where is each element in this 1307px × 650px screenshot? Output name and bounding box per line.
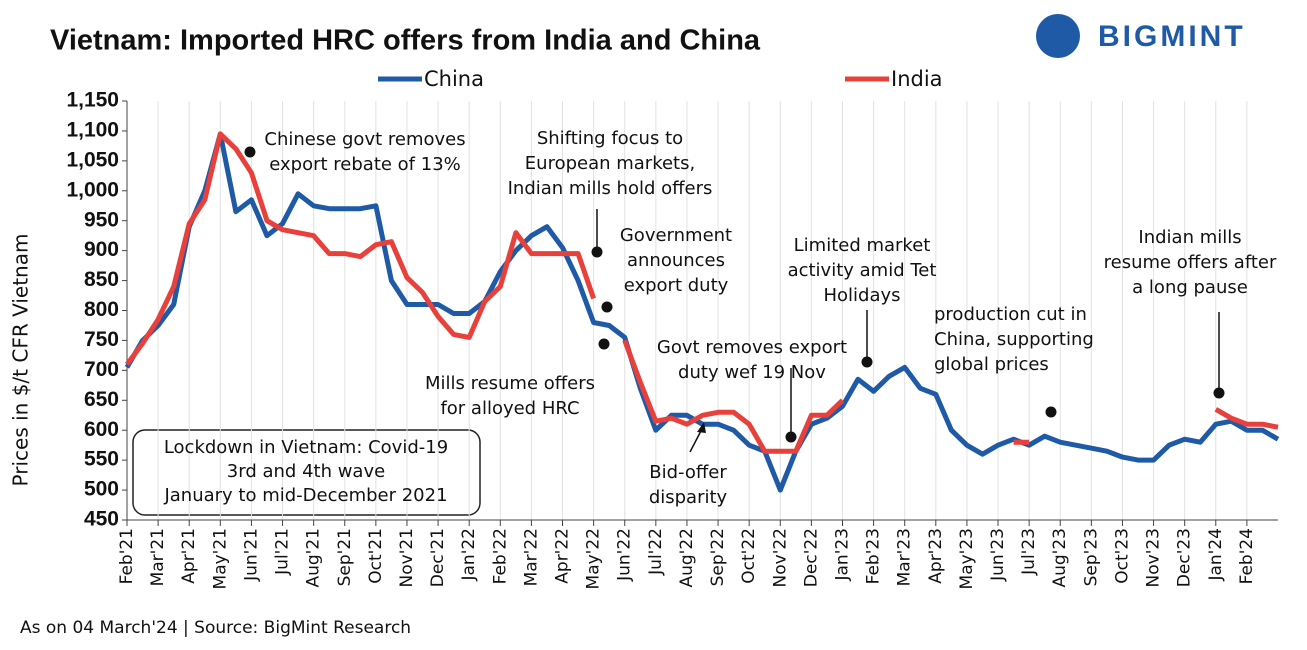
- annotation: disparity: [649, 487, 728, 508]
- x-tick-label: Apr'21: [179, 528, 199, 584]
- annotation: export rebate of 13%: [269, 154, 461, 175]
- annotation: resume offers after: [1104, 252, 1277, 273]
- y-tick-label: 750: [84, 328, 119, 351]
- x-tick-label: Jun'22: [615, 528, 635, 582]
- x-tick-label: Oct'23: [1112, 528, 1132, 584]
- legend-label: China: [424, 67, 484, 91]
- x-tick-label: Mar'21: [148, 528, 168, 586]
- annotation: announces: [627, 250, 725, 271]
- annotation: export duty: [624, 275, 729, 296]
- y-tick-label: 700: [84, 358, 119, 381]
- y-tick-label: 900: [84, 238, 119, 261]
- x-tick-label: Sep'21: [335, 528, 355, 586]
- annotation: Government: [620, 225, 732, 246]
- annotation-dot: [1213, 387, 1225, 399]
- x-tick-label: Jan'24: [1206, 528, 1226, 582]
- x-tick-label: Aug'23: [1050, 528, 1070, 588]
- y-tick-label: 1,150: [66, 89, 119, 112]
- x-tick-label: Sep'23: [1081, 528, 1101, 586]
- x-tick-label: Feb'23: [864, 528, 884, 584]
- y-tick-label: 850: [84, 268, 119, 291]
- x-tick-label: May'22: [584, 528, 604, 589]
- x-tick-label: Aug'22: [677, 528, 697, 588]
- x-tick-label: Oct'22: [739, 528, 759, 584]
- annotation: Bid-offer: [649, 462, 727, 483]
- y-tick-label: 950: [84, 208, 119, 231]
- logo-icon: [1036, 14, 1080, 58]
- annotation: production cut in: [934, 304, 1087, 325]
- x-tick-label: Nov'23: [1144, 528, 1164, 587]
- annotation-dot: [598, 338, 610, 350]
- note-box: [132, 429, 481, 516]
- annotation-dot: [591, 246, 603, 258]
- y-tick-label: 800: [84, 298, 119, 321]
- annotation: Indian mills hold offers: [508, 178, 713, 199]
- annotation: China, supporting: [934, 329, 1094, 350]
- x-tick-label: May'21: [210, 528, 230, 589]
- note-text: 3rd and 4th wave: [227, 461, 385, 482]
- x-tick-label: Nov'21: [397, 528, 417, 587]
- chart-title: Vietnam: Imported HRC offers from India …: [50, 25, 761, 57]
- y-tick-label: 650: [84, 388, 119, 411]
- annotation: Indian mills: [1138, 227, 1241, 248]
- annotation: Chinese govt removes: [264, 129, 465, 150]
- x-tick-label: Apr'23: [926, 528, 946, 584]
- x-tick-label: Nov'22: [770, 528, 790, 587]
- y-tick-label: 1,000: [66, 178, 119, 201]
- y-tick-label: 1,050: [66, 148, 119, 171]
- annotation-arrowhead: [697, 422, 706, 433]
- x-tick-label: Feb'24: [1237, 528, 1257, 584]
- y-tick-label: 450: [84, 508, 119, 531]
- x-tick-label: Apr'22: [553, 528, 573, 584]
- x-tick-label: Jul'23: [1019, 528, 1039, 576]
- annotation: Shifting focus to: [537, 128, 683, 149]
- x-tick-label: May'23: [957, 528, 977, 589]
- x-tick-label: Aug'21: [304, 528, 324, 588]
- annotation: Limited market: [794, 235, 931, 256]
- annotation-dot: [1045, 406, 1057, 418]
- annotation: activity amid Tet: [788, 260, 937, 281]
- note-text: Lockdown in Vietnam: Covid-19: [164, 437, 448, 458]
- x-tick-label: Dec'21: [428, 528, 448, 587]
- legend-label: India: [891, 67, 943, 91]
- annotation: Govt removes export: [657, 337, 847, 358]
- y-tick-label: 550: [84, 448, 119, 471]
- x-tick-label: Jun'21: [241, 528, 261, 582]
- y-tick-label: 600: [84, 418, 119, 441]
- x-tick-label: Mar'23: [895, 528, 915, 586]
- x-tick-label: Mar'22: [521, 528, 541, 586]
- note-text: January to mid-December 2021: [163, 485, 447, 506]
- annotation: Mills resume offers: [425, 373, 595, 394]
- series-line: [124, 131, 1279, 454]
- annotation: Holidays: [823, 285, 900, 306]
- x-tick-label: Oct'21: [366, 528, 386, 584]
- annotation-dot: [601, 301, 613, 313]
- annotation: a long pause: [1132, 277, 1248, 298]
- x-tick-label: Jul'21: [273, 528, 293, 576]
- annotation: duty wef 19 Nov: [678, 362, 826, 383]
- x-tick-label: Feb'21: [117, 528, 137, 584]
- source: As on 04 March'24 | Source: BigMint Rese…: [20, 618, 411, 638]
- x-tick-label: Dec'22: [801, 528, 821, 587]
- annotation: global prices: [934, 354, 1049, 375]
- y-tick-label: 1,100: [66, 118, 119, 141]
- x-tick-label: Jan'22: [459, 528, 479, 582]
- x-tick-label: Jan'23: [832, 528, 852, 582]
- annotation-dot: [785, 431, 797, 443]
- annotation-dot: [861, 356, 873, 368]
- x-tick-label: Dec'23: [1175, 528, 1195, 587]
- y-tick-label: 500: [84, 478, 119, 501]
- x-tick-label: Sep'22: [708, 528, 728, 586]
- y-axis-label: Prices in $/t CFR Vietnam: [9, 234, 33, 487]
- annotation: for alloyed HRC: [440, 398, 579, 419]
- annotation-dot: [244, 146, 256, 158]
- annotation: European markets,: [525, 153, 695, 174]
- x-tick-label: Feb'22: [490, 528, 510, 584]
- x-tick-label: Jun'23: [988, 528, 1008, 582]
- logo: BIGMINT: [1098, 20, 1246, 53]
- x-tick-label: Jul'22: [646, 528, 666, 576]
